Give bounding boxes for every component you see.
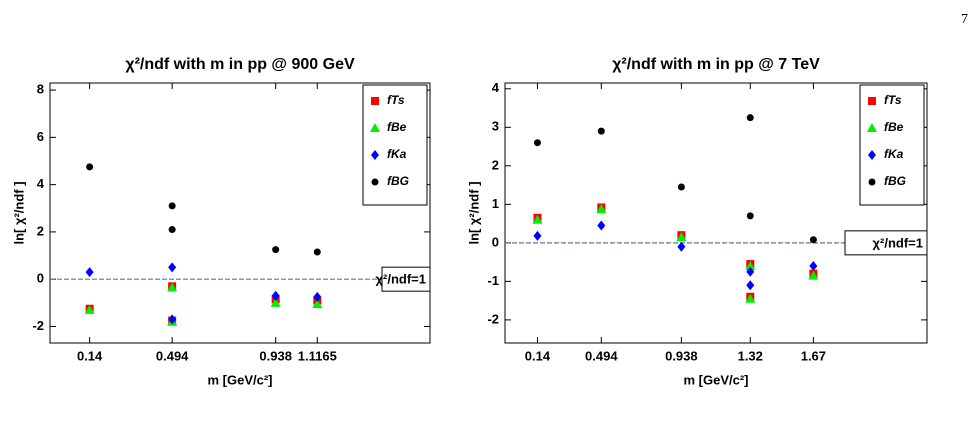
marker-diamond	[168, 262, 177, 273]
x-tick-label: 0.938	[259, 348, 292, 363]
y-tick-label: -1	[487, 273, 499, 288]
marker-diamond	[746, 266, 755, 277]
marker-diamond	[868, 150, 876, 160]
x-tick-label: 0.494	[156, 348, 189, 363]
marker-triangle	[312, 299, 323, 308]
marker-diamond	[809, 260, 818, 271]
x-tick-label: 1.32	[738, 348, 763, 363]
marker-triangle	[808, 270, 819, 280]
y-axis-label: ln[ χ²/ndf ]	[11, 181, 26, 244]
marker-circle	[746, 114, 754, 122]
y-tick-label: 0	[492, 234, 499, 249]
y-tick-label: -2	[32, 318, 44, 333]
legend-label: fBe	[884, 120, 904, 134]
marker-diamond	[371, 150, 379, 160]
marker-circle	[868, 178, 876, 186]
marker-circle	[809, 236, 817, 244]
legend-label: fTs	[884, 93, 902, 107]
y-tick-label: 0	[37, 271, 44, 286]
marker-triangle	[370, 123, 380, 132]
marker-square	[868, 97, 876, 105]
y-tick-label: 2	[37, 223, 44, 238]
marker-circle	[533, 139, 541, 147]
marker-triangle	[745, 260, 756, 270]
marker-triangle	[532, 214, 543, 224]
marker-triangle	[167, 282, 178, 292]
annotation: χ²/ndf=1	[873, 235, 923, 250]
legend-label: fTs	[387, 93, 405, 107]
x-tick-label: 0.494	[585, 348, 618, 363]
marker-triangle	[84, 304, 95, 314]
x-tick-label: 0.14	[77, 348, 103, 363]
legend-label: fKa	[387, 147, 407, 161]
marker-circle	[168, 226, 176, 234]
x-axis-label: m [GeV/c²]	[207, 372, 272, 387]
marker-diamond	[168, 314, 177, 325]
chart-title: χ²/ndf with m in pp @ 900 GeV	[125, 56, 355, 73]
legend-label: fBG	[884, 174, 906, 188]
marker-diamond	[271, 290, 280, 301]
page-number: 7	[961, 12, 968, 27]
y-tick-label: 8	[37, 82, 44, 97]
annotation: χ²/ndf=1	[376, 272, 426, 287]
marker-circle	[86, 163, 94, 171]
annotation-box	[844, 230, 928, 256]
y-tick-label: 1	[492, 196, 499, 211]
marker-triangle	[745, 293, 756, 303]
legend-label: fBG	[387, 174, 409, 188]
marker-circle	[168, 202, 176, 210]
marker-circle	[746, 212, 754, 220]
marker-triangle	[596, 203, 607, 213]
marker-circle	[371, 178, 379, 186]
y-tick-label: 4	[37, 176, 45, 191]
x-axis-label: m [GeV/c²]	[683, 372, 748, 387]
marker-triangle	[676, 232, 687, 242]
marker-circle	[597, 127, 605, 135]
chart-title: χ²/ndf with m in pp @ 7 TeV	[612, 56, 820, 73]
marker-triangle	[270, 297, 281, 307]
y-tick-label: -2	[487, 311, 499, 326]
y-tick-label: 6	[37, 129, 44, 144]
y-axis-label: ln[ χ²/ndf ]	[466, 181, 481, 244]
marker-square	[371, 97, 379, 105]
marker-diamond	[85, 267, 94, 278]
marker-diamond	[313, 291, 322, 302]
annotation-box	[381, 266, 431, 292]
x-tick-label: 1.1165	[298, 348, 337, 363]
marker-diamond	[677, 241, 686, 252]
marker-triangle	[867, 123, 877, 132]
y-tick-label: 4	[492, 80, 500, 95]
legend-label: fBe	[387, 120, 407, 134]
marker-circle	[677, 183, 685, 191]
x-tick-label: 0.938	[665, 348, 698, 363]
y-tick-label: 2	[492, 157, 499, 172]
marker-diamond	[533, 230, 542, 241]
plot-frame	[49, 82, 431, 344]
legend-label: fKa	[884, 147, 904, 161]
plot-frame	[504, 82, 928, 344]
y-tick-label: 3	[492, 119, 499, 134]
marker-diamond	[746, 280, 755, 291]
marker-circle	[313, 248, 321, 256]
x-tick-label: 1.67	[801, 348, 826, 363]
x-tick-label: 0.14	[525, 348, 551, 363]
marker-circle	[272, 246, 280, 254]
marker-diamond	[597, 220, 606, 231]
